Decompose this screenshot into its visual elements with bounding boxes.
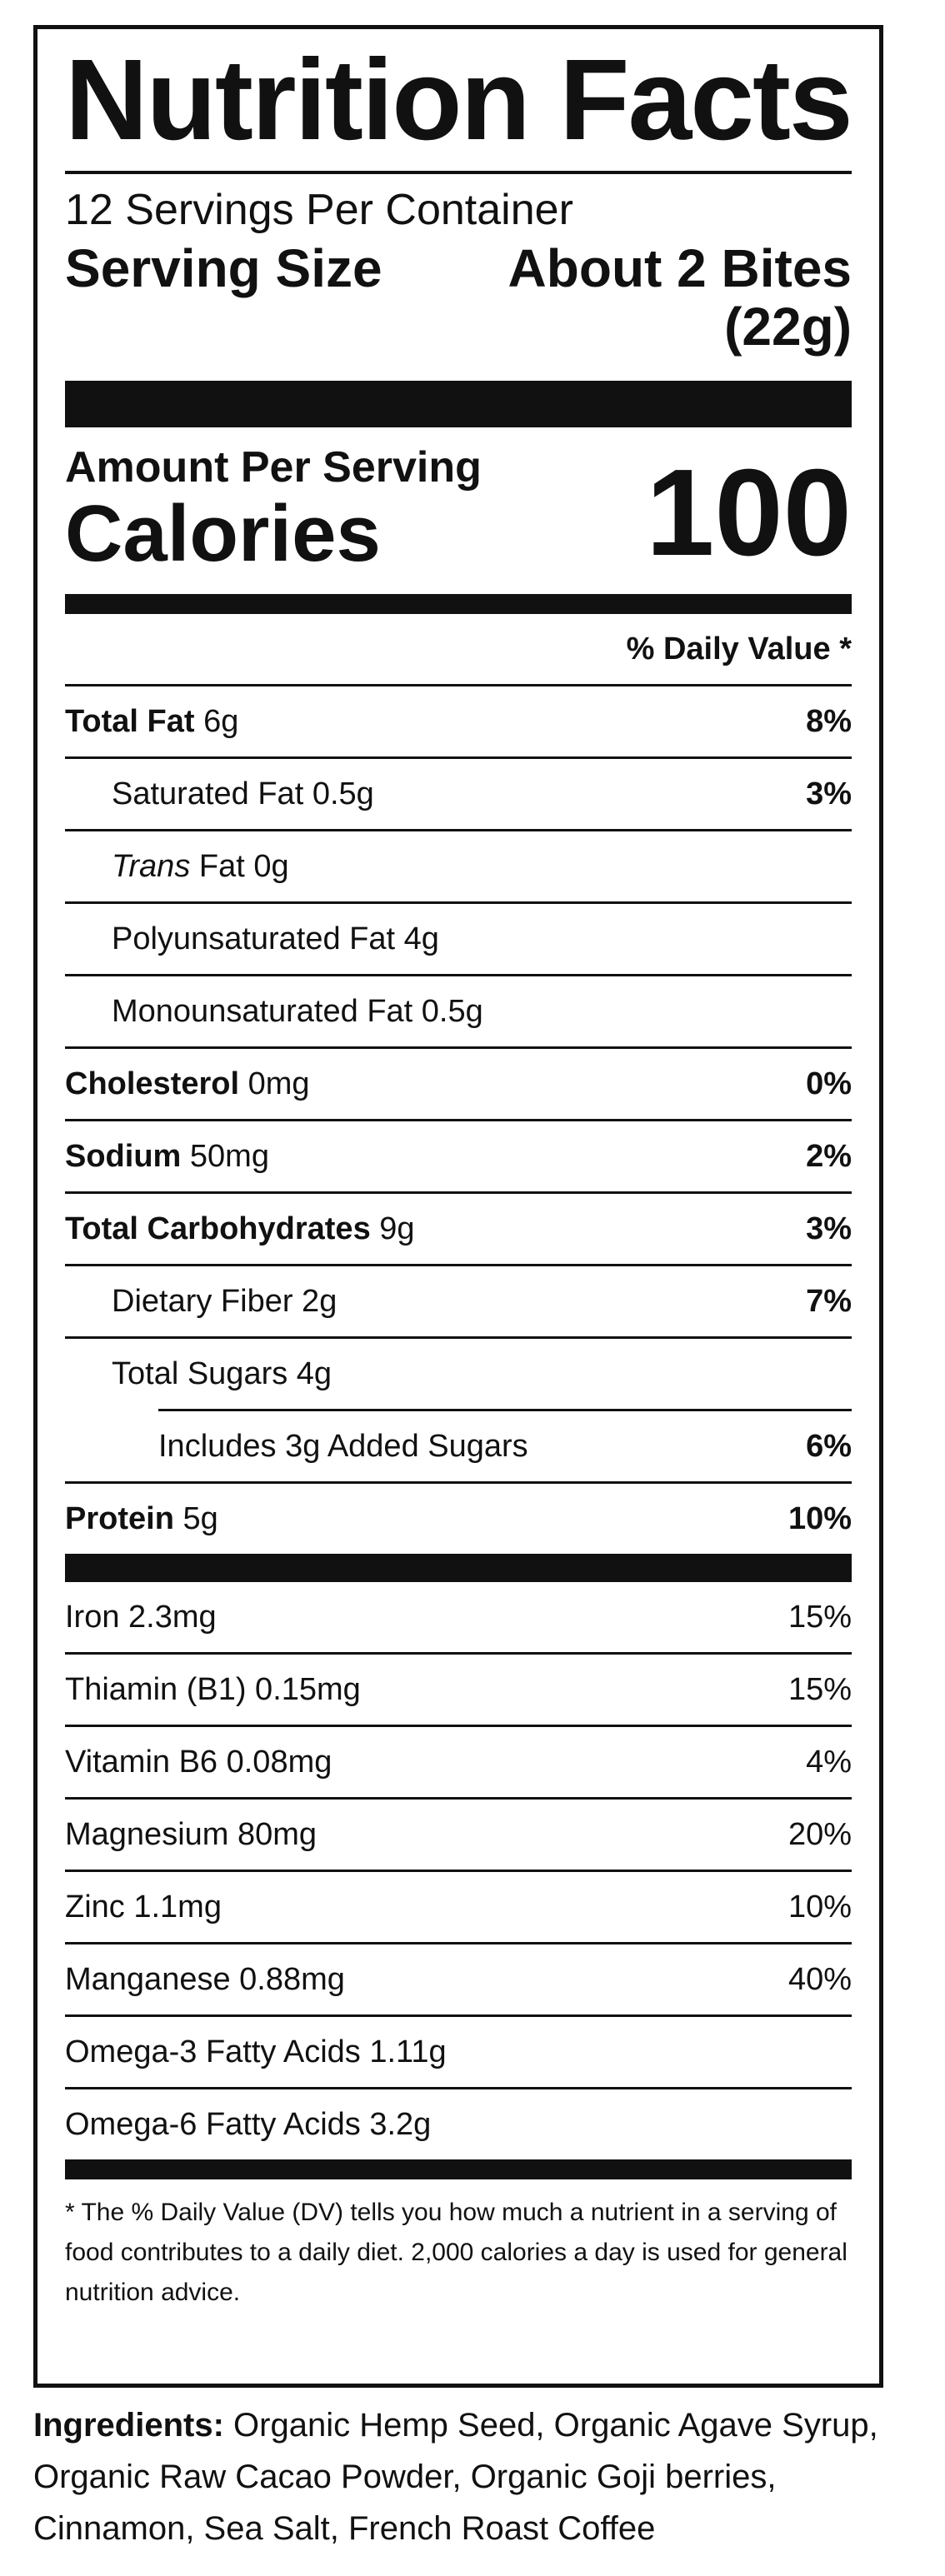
calories-value: 100: [646, 444, 852, 582]
nutrient-row-cholesterol: Cholesterol 0mg 0%: [65, 1049, 852, 1119]
nutrient-amount: 6g: [203, 703, 239, 739]
vitamin-name: Vitamin B6 0.08mg: [65, 1744, 332, 1780]
nutrient-name: Cholesterol: [65, 1066, 240, 1101]
medium-divider: [65, 2159, 852, 2179]
nutrient-dv: 7%: [806, 1283, 852, 1319]
nutrient-row-polyunsaturated-fat: Polyunsaturated Fat 4g: [65, 904, 852, 974]
daily-value-footnote: * The % Daily Value (DV) tells you how m…: [65, 2199, 848, 2306]
nutrient-dv: 8%: [806, 703, 852, 739]
nutrient-row-trans-fat: Trans Fat 0g: [65, 831, 852, 901]
nutrient-row-saturated-fat: Saturated Fat 0.5g 3%: [65, 759, 852, 829]
nutrient-name: Sodium: [65, 1138, 182, 1174]
serving-size-value-line1: About 2 Bites: [508, 238, 852, 298]
label-title: Nutrition Facts: [65, 36, 853, 164]
vitamin-name: Omega-6 Fatty Acids 3.2g: [65, 2106, 432, 2142]
nutrient-amount: 5g: [182, 1500, 218, 1536]
vitamin-row-omega-3: Omega-3 Fatty Acids 1.11g: [65, 2017, 852, 2087]
nutrient-dv: 2%: [806, 1138, 852, 1174]
vitamin-name: Manganese 0.88mg: [65, 1961, 345, 1997]
calories-section: Amount Per Serving Calories 100: [65, 427, 852, 594]
calories-label: Calories: [65, 489, 381, 578]
servings-per-container: 12 Servings Per Container: [65, 186, 573, 234]
amount-per-serving: Amount Per Serving: [65, 443, 482, 492]
nutrient-row-total-fat: Total Fat 6g 8%: [65, 686, 852, 756]
nutrient-amount: 50mg: [189, 1138, 269, 1174]
nutrient-amount: Fat 0g: [198, 848, 289, 884]
vitamin-row-thiamin: Thiamin (B1) 0.15mg 15%: [65, 1655, 852, 1725]
vitamin-dv: 15%: [788, 1599, 852, 1635]
nutrient-row-added-sugars: Includes 3g Added Sugars 6%: [65, 1411, 852, 1481]
ingredients-text: Organic Hemp Seed, Organic Agave Syrup, …: [33, 2407, 878, 2547]
vitamin-row-magnesium: Magnesium 80mg 20%: [65, 1800, 852, 1870]
nutrient-name: Dietary Fiber 2g: [112, 1283, 338, 1319]
ingredients-section: Ingredients: Organic Hemp Seed, Organic …: [33, 2399, 892, 2554]
nutrient-dv: 3%: [806, 776, 852, 811]
vitamin-row-manganese: Manganese 0.88mg 40%: [65, 1944, 852, 2014]
vitamin-name: Magnesium 80mg: [65, 1816, 318, 1852]
nutrient-row-protein: Protein 5g 10%: [65, 1484, 852, 1554]
vitamin-name: Thiamin (B1) 0.15mg: [65, 1671, 361, 1707]
nutrient-name: Total Carbohydrates: [65, 1211, 371, 1246]
serving-size-row: Serving Size About 2 Bites (22g): [65, 239, 852, 356]
nutrient-name: Saturated Fat: [112, 776, 304, 811]
vitamin-row-iron: Iron 2.3mg 15%: [65, 1582, 852, 1652]
nutrient-dv: 6%: [806, 1428, 852, 1464]
vitamin-dv: 4%: [806, 1744, 852, 1780]
nutrition-facts-label: Nutrition Facts 12 Servings Per Containe…: [33, 25, 883, 2388]
vitamin-row-vitamin-b6: Vitamin B6 0.08mg 4%: [65, 1727, 852, 1797]
nutrient-amount: 0mg: [248, 1066, 310, 1101]
nutrient-name: Monounsaturated Fat 0.5g: [112, 993, 483, 1029]
nutrient-amount: 0.5g: [312, 776, 374, 811]
nutrient-name: Trans: [112, 848, 191, 884]
nutrient-row-sodium: Sodium 50mg 2%: [65, 1121, 852, 1191]
vitamin-dv: 10%: [788, 1889, 852, 1925]
nutrient-dv: 10%: [788, 1500, 852, 1536]
nutrient-dv: 3%: [806, 1211, 852, 1246]
nutrient-row-monounsaturated-fat: Monounsaturated Fat 0.5g: [65, 976, 852, 1046]
vitamin-row-zinc: Zinc 1.1mg 10%: [65, 1872, 852, 1942]
nutrient-name: Includes 3g Added Sugars: [158, 1428, 528, 1464]
vitamin-row-omega-6: Omega-6 Fatty Acids 3.2g: [65, 2089, 852, 2159]
vitamin-name: Zinc 1.1mg: [65, 1889, 222, 1925]
vitamin-dv: 20%: [788, 1816, 852, 1852]
thick-divider: [65, 1554, 852, 1582]
vitamin-dv: 40%: [788, 1961, 852, 1997]
vitamin-dv: 15%: [788, 1671, 852, 1707]
nutrient-name: Protein: [65, 1500, 174, 1536]
vitamin-name: Omega-3 Fatty Acids 1.11g: [65, 2034, 447, 2069]
daily-value-header: % Daily Value *: [626, 631, 852, 666]
thick-divider: [65, 381, 852, 427]
nutrient-name: Total Sugars 4g: [112, 1355, 332, 1391]
ingredients-label: Ingredients:: [33, 2407, 224, 2444]
divider: [65, 171, 852, 174]
nutrient-row-dietary-fiber: Dietary Fiber 2g 7%: [65, 1266, 852, 1336]
nutrient-row-total-carbohydrates: Total Carbohydrates 9g 3%: [65, 1194, 852, 1264]
nutrient-name: Polyunsaturated Fat 4g: [112, 921, 439, 956]
nutrient-name: Total Fat: [65, 703, 195, 739]
nutrient-amount: 9g: [379, 1211, 415, 1246]
serving-size-value-line2: (22g): [724, 297, 852, 357]
nutrient-dv: 0%: [806, 1066, 852, 1101]
medium-divider: [65, 594, 852, 614]
serving-size-value: About 2 Bites (22g): [508, 239, 852, 356]
vitamin-name: Iron 2.3mg: [65, 1599, 217, 1635]
serving-size-label: Serving Size: [65, 238, 382, 298]
nutrient-row-total-sugars: Total Sugars 4g: [65, 1339, 852, 1409]
